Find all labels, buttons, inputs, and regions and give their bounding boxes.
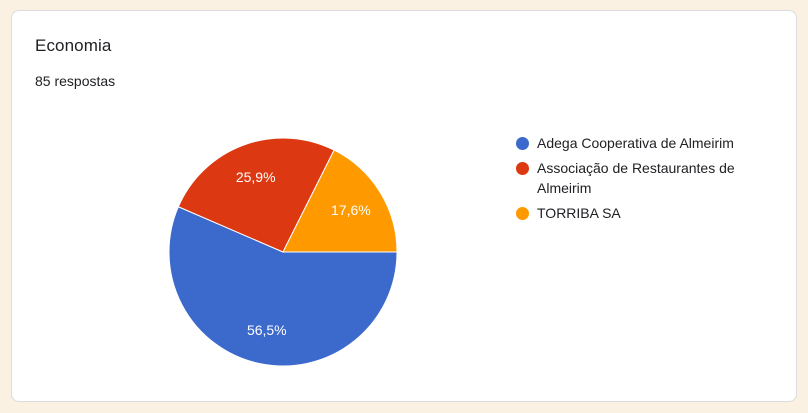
pie-chart[interactable]: 56,5% 25,9% 17,6% <box>167 136 399 368</box>
legend-item-label: Associação de Restaurantes de Almeirim <box>537 160 735 196</box>
pie-slice[interactable] <box>168 206 398 367</box>
question-title: Economia <box>35 36 112 55</box>
pie-slice[interactable] <box>177 137 335 253</box>
legend-item: TORRIBA SA <box>516 203 766 223</box>
pie-slice-label: 56,5% <box>247 322 287 338</box>
legend-color-dot <box>516 137 529 150</box>
legend-item: Associação de Restaurantes de Almeirim <box>516 158 766 198</box>
legend-item: Adega Cooperativa de Almeirim <box>516 133 766 153</box>
response-count: 85 respostas <box>35 73 116 89</box>
chart-legend: Adega Cooperativa de Almeirim Associação… <box>516 133 766 228</box>
legend-color-dot <box>516 207 529 220</box>
legend-color-dot <box>516 162 529 175</box>
pie-slice[interactable] <box>282 149 398 253</box>
legend-item-label: Adega Cooperativa de Almeirim <box>537 135 734 151</box>
legend-item-label: TORRIBA SA <box>537 205 621 221</box>
question-results-card: Economia 85 respostas 56,5% 25,9% 17,6% Ad… <box>11 10 797 402</box>
pie-slice-label: 17,6% <box>331 202 371 218</box>
pie-slice-label: 25,9% <box>236 169 276 185</box>
